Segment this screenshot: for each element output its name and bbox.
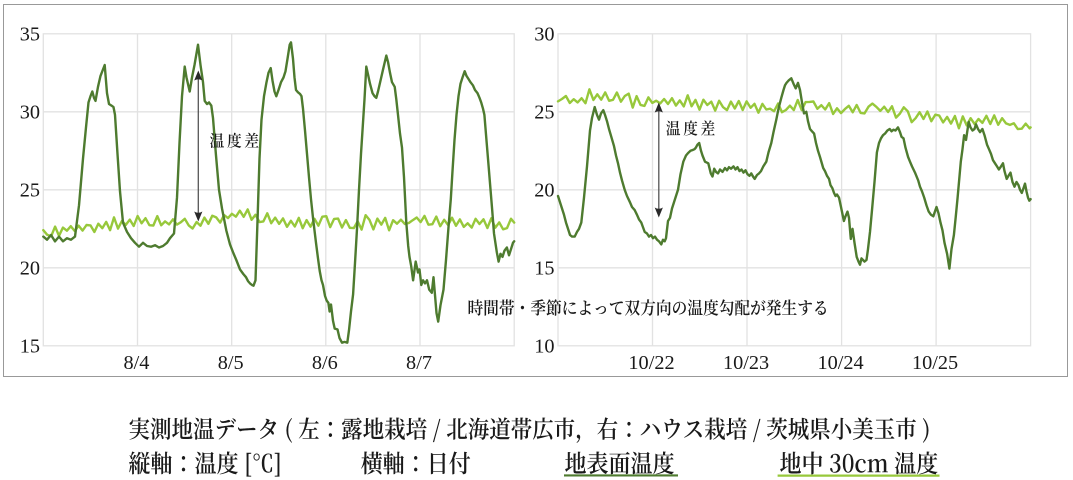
svg-text:10/25: 10/25 <box>912 352 958 374</box>
svg-text:10/22: 10/22 <box>628 352 674 374</box>
svg-text:20: 20 <box>20 257 40 279</box>
svg-text:8/4: 8/4 <box>124 352 150 374</box>
svg-text:25: 25 <box>20 179 40 201</box>
svg-text:8/5: 8/5 <box>218 352 244 374</box>
svg-text:30: 30 <box>534 23 554 45</box>
svg-text:15: 15 <box>534 257 554 279</box>
svg-text:30: 30 <box>20 101 40 123</box>
svg-text:35: 35 <box>20 23 40 45</box>
svg-text:8/7: 8/7 <box>406 352 432 374</box>
svg-text:10: 10 <box>534 335 554 357</box>
svg-text:15: 15 <box>20 335 40 357</box>
svg-text:8/6: 8/6 <box>312 352 338 374</box>
svg-text:10/23: 10/23 <box>723 352 769 374</box>
svg-text:20: 20 <box>534 179 554 201</box>
svg-text:25: 25 <box>534 101 554 123</box>
svg-text:10/24: 10/24 <box>817 352 863 374</box>
